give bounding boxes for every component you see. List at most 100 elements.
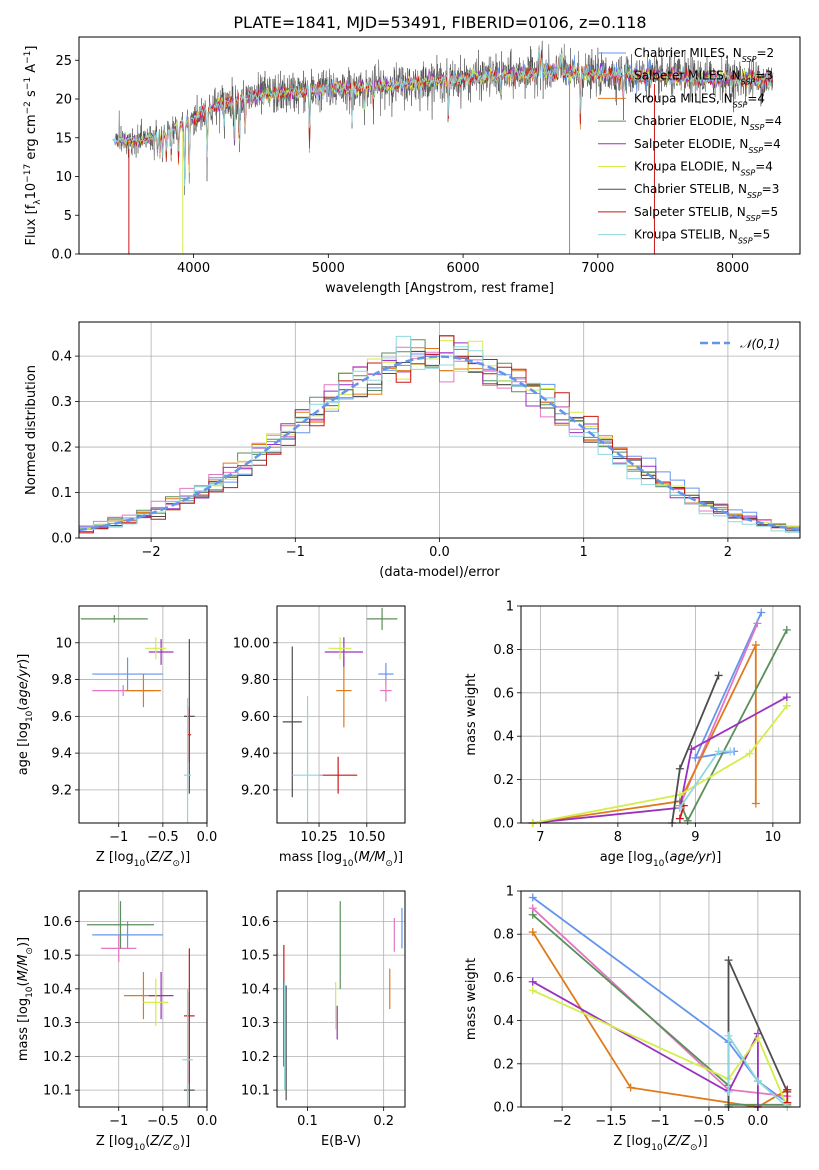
legend-entry: Chabrier STELIB, NSSP=3 <box>634 182 779 200</box>
y-tick-label: 0.6 <box>493 686 514 701</box>
y-tick-label: 0.6 <box>493 971 514 986</box>
weight-marker <box>726 747 735 756</box>
weight-line <box>532 980 759 1107</box>
y-axis-label: Flux [fλ10−17 erg cm−2 s−1 A−1] <box>23 46 43 246</box>
errorbar-point <box>125 674 162 708</box>
y-tick-label: 0.0 <box>493 1101 514 1116</box>
errorbar-point <box>184 697 192 823</box>
y-tick-label: 10.2 <box>241 1050 270 1065</box>
axes-frame <box>520 890 801 1108</box>
x-axis-label: E(B-V) <box>321 1134 361 1149</box>
age-vs-Z-panel: −1 −0.5 0.0 9.2 9.4 9.6 9.8 10 Z [log10(Z/Z⊙)] ag… <box>16 605 217 869</box>
x-tick-label: −1 <box>286 545 305 560</box>
legend-entry: Salpeter MILES, NSSP=3 <box>634 69 773 87</box>
weight-marker <box>675 790 684 799</box>
weight-marker <box>683 816 692 825</box>
x-tick-label: −2 <box>142 545 161 560</box>
y-tick-label: 10.5 <box>241 949 270 964</box>
weight-marker <box>783 1085 792 1094</box>
weight-vs-Z-plot-area <box>528 893 792 1111</box>
y-tick-label: 10.00 <box>233 636 270 651</box>
spectrum-legend: Chabrier MILES, NSSP=2 Salpeter MILES, NS… <box>598 46 782 245</box>
y-tick-label: 10.4 <box>43 982 72 997</box>
weight-marker <box>528 986 537 995</box>
weight-vs-age-plot-area <box>528 608 791 827</box>
errorbar-point <box>86 901 155 949</box>
x-tick-label: 4000 <box>177 261 210 276</box>
weight-marker <box>782 701 791 710</box>
weight-marker <box>724 1087 733 1096</box>
x-tick-label: 0.2 <box>373 1114 394 1129</box>
weight-marker <box>782 693 791 702</box>
errorbar-point <box>148 972 174 1020</box>
weight-line <box>532 705 788 824</box>
y-tick-label: 0.3 <box>51 395 72 410</box>
x-axis-label: (data-model)/error <box>379 565 500 580</box>
x-axis-label: wavelength [Angstrom, rest frame] <box>325 281 554 296</box>
x-tick-label: −2 <box>553 1114 572 1129</box>
x-tick-label: 9 <box>691 830 699 845</box>
weight-marker <box>528 910 537 919</box>
weight-marker <box>714 671 723 680</box>
mass-vs-Z-panel: −1 −0.5 0.0 10.1 10.2 10.3 10.4 10.5 10.6 Z [log1… <box>16 890 217 1153</box>
age-vs-Z-plot-area <box>80 615 195 823</box>
weight-vs-Z-panel: −2 −1.5 −1 −0.5 0.0 0.0 0.2 0.4 0.6 0.8 1 Z [log10(… <box>464 885 801 1153</box>
x-tick-label: 7000 <box>581 261 614 276</box>
weight-line <box>532 696 788 824</box>
spectrum-plot-area <box>112 40 774 254</box>
y-axis-label: mass weight <box>464 958 479 1040</box>
y-tick-label: 10.2 <box>43 1050 72 1065</box>
residuals-panel: −2 −1 0.0 1 2 0.0 0.1 0.2 0.3 0.4 (data-model)/err… <box>24 321 801 580</box>
x-tick-label: 0.0 <box>748 1114 769 1129</box>
x-tick-label: 0.0 <box>429 545 450 560</box>
y-tick-label: 10.3 <box>43 1016 72 1031</box>
y-tick-label: 1 <box>506 885 514 900</box>
x-tick-label: 10.25 <box>300 830 337 845</box>
x-tick-label: 5000 <box>312 261 345 276</box>
weight-series <box>675 619 762 810</box>
errorbar-point <box>145 637 167 660</box>
x-tick-label: −1 <box>109 1114 128 1129</box>
weight-marker <box>528 893 537 902</box>
axes-frame <box>276 605 406 824</box>
residuals-plot-area <box>79 335 800 536</box>
axes-frame <box>78 36 801 255</box>
legend-entry: Kroupa ELODIE, NSSP=4 <box>634 160 773 178</box>
spectrum-line <box>112 49 773 186</box>
y-tick-label: 0.8 <box>493 928 514 943</box>
weight-series <box>528 701 791 827</box>
weight-marker <box>751 641 760 650</box>
y-tick-label: 10.6 <box>43 915 72 930</box>
weight-series <box>528 693 791 827</box>
y-tick-label: 10.4 <box>241 982 270 997</box>
y-tick-label: 9.4 <box>51 747 72 762</box>
age-vs-mass-plot-area <box>282 607 398 823</box>
legend-entry: Kroupa MILES, NSSP=4 <box>634 91 765 109</box>
legend-entry: 𝒩(0,1) <box>740 337 780 351</box>
weight-marker <box>675 814 684 823</box>
weight-marker <box>675 803 684 812</box>
weight-marker <box>753 1077 762 1086</box>
figure-title: PLATE=1841, MJD=53491, FIBERID=0106, z=0… <box>233 13 646 32</box>
y-axis-label: age [log10(age/yr)] <box>16 654 35 776</box>
legend-entry: Salpeter STELIB, NSSP=5 <box>634 205 778 223</box>
y-axis-label: mass [log10(M/M⊙)] <box>16 937 35 1061</box>
weight-series <box>528 641 760 827</box>
mass-vs-ebv-panel: 0.1 0.2 10.1 10.2 10.3 10.4 10.5 10.6 E(B-V) <box>241 890 406 1149</box>
y-tick-label: 25 <box>55 54 72 69</box>
x-tick-label: 0.1 <box>297 1114 318 1129</box>
errorbar-point <box>143 978 169 1026</box>
weight-marker <box>626 1083 635 1092</box>
panels: 4000 5000 6000 7000 8000 0.0 5 10 15 20 25 waveleng… <box>16 36 801 1153</box>
weight-marker <box>528 977 537 986</box>
y-tick-label: 9.40 <box>241 747 270 762</box>
y-tick-label: 0.2 <box>51 441 72 456</box>
errorbar-point <box>80 615 148 623</box>
x-tick-label: 6000 <box>447 261 480 276</box>
legend-entry: Chabrier MILES, NSSP=2 <box>634 46 774 64</box>
weight-marker <box>757 608 766 617</box>
x-tick-label: 10.50 <box>348 830 385 845</box>
x-axis-label: mass [log10(M/M⊙)] <box>279 850 403 869</box>
weight-line <box>727 1032 788 1108</box>
